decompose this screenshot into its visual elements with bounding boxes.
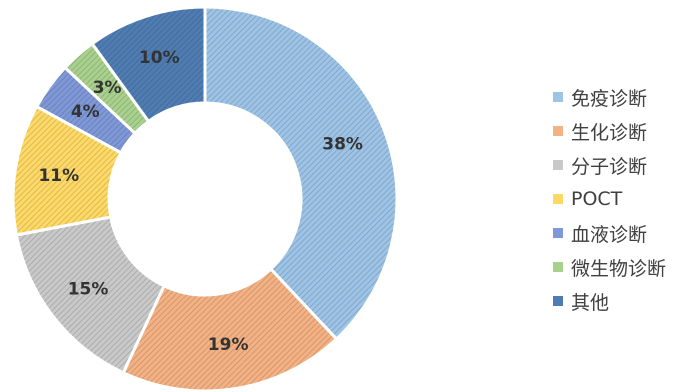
legend-label-5: 微生物诊断 — [571, 257, 667, 280]
slice-label-6: 10% — [139, 48, 180, 68]
slice-label-4: 4% — [71, 102, 100, 122]
chart-legend: 免疫诊断生化诊断分子诊断 POCT 血液诊断微生物诊断其他 — [553, 80, 666, 318]
legend-swatch-2 — [553, 160, 563, 170]
slice-label-5: 3% — [93, 78, 122, 98]
legend-label-1: 生化诊断 — [571, 121, 648, 144]
slice-label-1: 19% — [208, 335, 249, 355]
legend-item-5: 微生物诊断 — [553, 250, 666, 284]
slice-labels: 38% 19% 15% 11% 4% 3% 10% — [38, 48, 362, 355]
legend-item-0: 免疫诊断 — [553, 80, 666, 114]
legend-swatch-3 — [553, 194, 563, 204]
slice-0 — [203, 5, 399, 342]
donut-slices — [11, 5, 399, 392]
legend-label-2: 分子诊断 — [571, 155, 648, 178]
legend-label-6: 其他 — [571, 291, 610, 314]
legend-item-4: 血液诊断 — [553, 216, 666, 250]
legend-label-0: 免疫诊断 — [571, 87, 648, 110]
slice-label-2: 15% — [68, 280, 109, 300]
legend-label-3: POCT — [571, 188, 623, 210]
legend-swatch-0 — [553, 92, 563, 102]
legend-item-1: 生化诊断 — [553, 114, 666, 148]
slice-label-0: 38% — [322, 135, 363, 155]
legend-swatch-1 — [553, 126, 563, 136]
legend-label-4: 血液诊断 — [571, 223, 648, 246]
legend-swatch-5 — [553, 262, 563, 272]
legend-item-6: 其他 — [553, 284, 666, 318]
legend-item-3: POCT — [553, 182, 666, 216]
slice-label-3: 11% — [38, 166, 79, 186]
legend-swatch-6 — [553, 296, 563, 306]
legend-item-2: 分子诊断 — [553, 148, 666, 182]
slice-1 — [121, 266, 339, 392]
slice-6 — [90, 5, 207, 124]
legend-swatch-4 — [553, 228, 563, 238]
